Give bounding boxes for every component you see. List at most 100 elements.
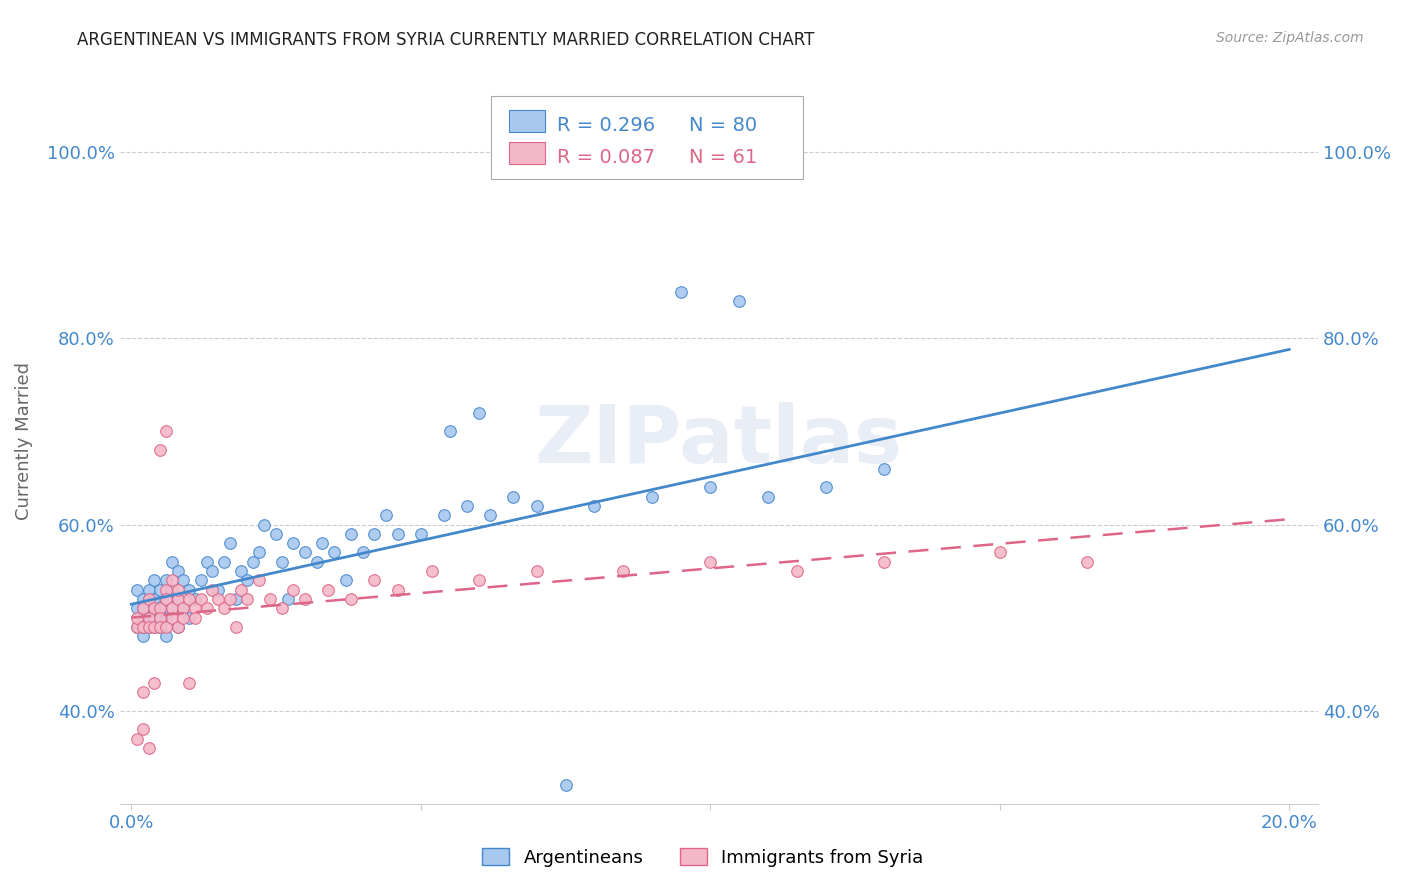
Point [264,526,287,541]
Point [127,620,149,634]
Point [699,555,721,569]
Point [294,545,316,559]
Point [172,610,194,624]
Point [612,806,634,821]
Point [201,564,224,578]
Point [873,461,896,475]
Point [340,592,363,607]
Point [583,499,606,513]
Point [502,490,524,504]
Point [138,610,160,624]
Point [132,620,155,634]
Y-axis label: Currently Married: Currently Married [15,362,32,520]
Point [247,574,270,588]
Point [756,490,779,504]
Point [184,610,207,624]
Point [143,620,166,634]
Point [127,601,149,615]
Point [127,731,149,746]
Point [143,676,166,690]
Point [231,582,253,597]
Point [728,293,751,308]
Point [179,610,201,624]
Point [340,526,363,541]
Point [195,555,218,569]
Point [132,592,155,607]
Point [138,620,160,634]
Point [323,545,346,559]
Point [166,620,188,634]
Point [526,499,548,513]
Point [172,601,194,615]
Point [138,582,160,597]
Point [259,592,281,607]
Text: R = 0.087: R = 0.087 [557,148,655,167]
Point [294,592,316,607]
Point [149,601,172,615]
Point [143,601,166,615]
Point [231,564,253,578]
Point [166,592,188,607]
Point [149,620,172,634]
Point [554,778,576,792]
Point [149,620,172,634]
Point [160,555,183,569]
Point [149,443,172,458]
Point [236,592,259,607]
Point [270,555,292,569]
Point [283,536,305,550]
Point [143,620,166,634]
Point [132,620,155,634]
Point [149,582,172,597]
Point [387,582,409,597]
Point [311,536,333,550]
Point [422,564,444,578]
Point [160,574,183,588]
Point [132,601,155,615]
Point [218,536,240,550]
Point [149,601,172,615]
Point [1076,555,1098,569]
Point [132,685,155,699]
Point [283,582,305,597]
Point [138,610,160,624]
Text: R = 0.296: R = 0.296 [557,116,655,135]
Point [138,741,160,756]
Point [201,582,224,597]
Point [335,574,357,588]
Point [149,610,172,624]
Point [786,564,808,578]
Point [132,601,155,615]
Point [242,555,264,569]
Point [138,592,160,607]
Point [236,574,259,588]
Point [873,555,896,569]
Point [479,508,502,523]
Point [155,582,177,597]
Point [190,574,212,588]
Point [179,592,201,607]
Point [149,610,172,624]
Point [363,526,385,541]
Point [132,629,155,643]
Point [409,526,432,541]
Point [247,545,270,559]
Point [277,592,299,607]
Point [207,592,229,607]
Point [225,592,247,607]
Point [375,508,398,523]
Point [127,610,149,624]
Bar [509,142,546,164]
Point [433,508,456,523]
Text: ZIPatlas: ZIPatlas [534,401,903,480]
Point [671,285,693,299]
Point [439,425,461,439]
Text: N = 80: N = 80 [689,116,756,135]
Point [179,582,201,597]
Point [184,601,207,615]
Point [612,564,634,578]
Point [526,564,548,578]
Point [143,574,166,588]
Point [207,582,229,597]
Point [172,574,194,588]
